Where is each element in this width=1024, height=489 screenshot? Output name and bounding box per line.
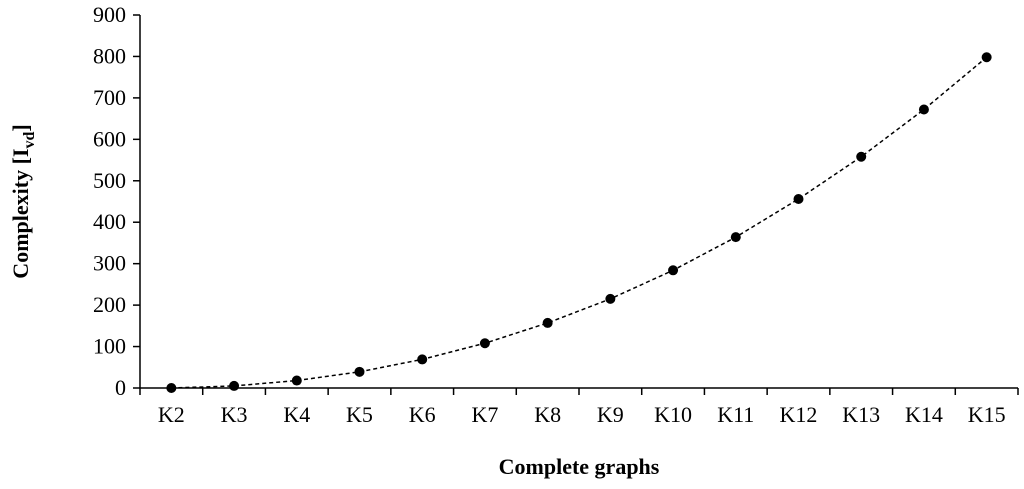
y-axis-title-main: Complexity [I bbox=[8, 149, 33, 279]
x-axis-ticks: K2 K3 K4 K5 K6 K7 K8 K9 K10 K11 K12 K13 K14 K15 bbox=[139, 388, 1019, 427]
x-tick-label: K6 bbox=[409, 402, 436, 427]
y-tick-label: 100 bbox=[93, 334, 126, 359]
x-tick-label: K8 bbox=[534, 402, 561, 427]
y-tick-label: 300 bbox=[93, 251, 126, 276]
x-tick-label: K5 bbox=[346, 402, 373, 427]
y-tick-label: 0 bbox=[115, 375, 126, 400]
x-tick-label: K12 bbox=[780, 402, 818, 427]
series-line bbox=[171, 56, 988, 389]
data-point bbox=[354, 366, 365, 377]
data-point bbox=[479, 338, 490, 349]
y-axis-title-subscript: vd bbox=[21, 132, 38, 149]
y-tick-label: 700 bbox=[93, 85, 126, 110]
y-tick-label: 500 bbox=[93, 168, 126, 193]
y-tick-label: 400 bbox=[93, 209, 126, 234]
x-tick-label: K14 bbox=[905, 402, 943, 427]
y-tick-label: 600 bbox=[93, 126, 126, 151]
x-tick-label: K3 bbox=[221, 402, 248, 427]
y-axis-ticks: 0 100 200 300 400 500 600 700 800 900 bbox=[93, 2, 140, 400]
x-tick-label: K13 bbox=[842, 402, 880, 427]
x-tick-label: K7 bbox=[471, 402, 498, 427]
data-point bbox=[981, 52, 992, 63]
x-tick-label: K15 bbox=[968, 402, 1006, 427]
data-point bbox=[542, 317, 553, 328]
data-point bbox=[166, 383, 177, 393]
y-axis-title: Complexity [Ivd] bbox=[8, 124, 38, 278]
x-tick-label: K11 bbox=[717, 402, 754, 427]
data-point bbox=[918, 104, 929, 115]
x-tick-label: K4 bbox=[283, 402, 310, 427]
data-point bbox=[856, 151, 867, 162]
x-tick-label: K10 bbox=[654, 402, 692, 427]
data-point bbox=[668, 265, 679, 276]
data-point bbox=[793, 194, 804, 205]
y-axis-title-close: ] bbox=[8, 124, 33, 131]
data-point bbox=[730, 232, 741, 243]
y-tick-label: 900 bbox=[93, 2, 126, 27]
data-point bbox=[229, 380, 240, 391]
x-axis-title: Complete graphs bbox=[499, 454, 660, 479]
x-tick-label: K2 bbox=[158, 402, 185, 427]
data-points bbox=[166, 52, 992, 393]
data-point bbox=[605, 293, 616, 304]
y-tick-label: 800 bbox=[93, 43, 126, 68]
data-point bbox=[417, 354, 428, 365]
x-tick-label: K9 bbox=[597, 402, 624, 427]
y-tick-label: 200 bbox=[93, 292, 126, 317]
data-point bbox=[291, 375, 302, 386]
